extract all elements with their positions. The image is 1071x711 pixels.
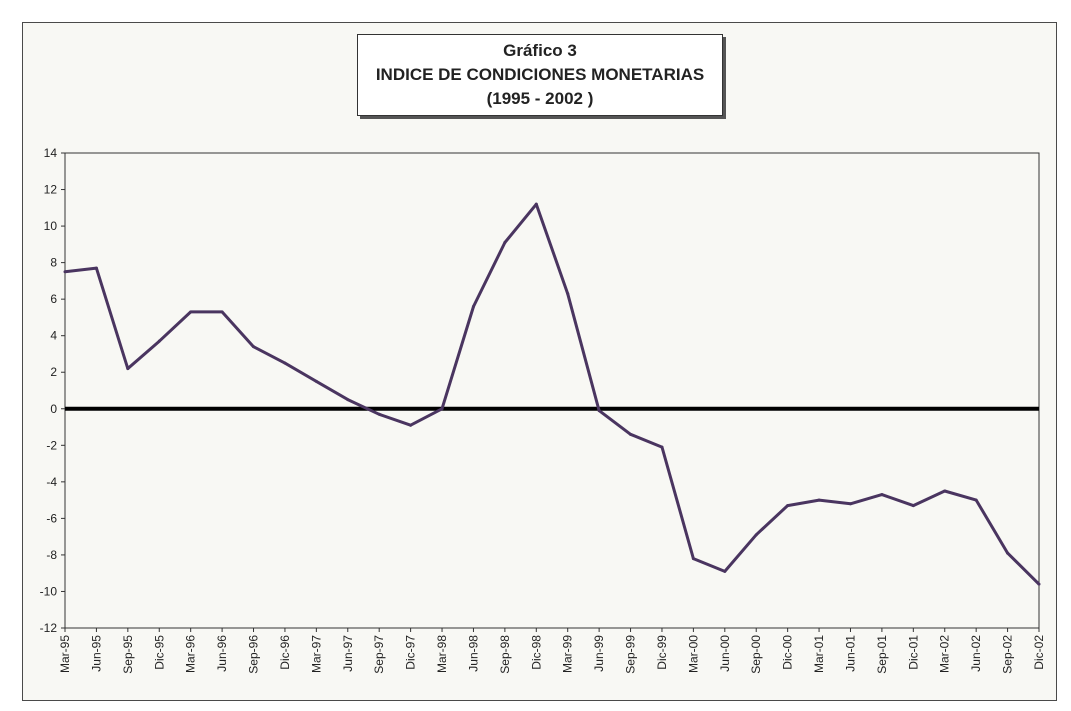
data-point: [1006, 551, 1010, 555]
y-tick-label: 0: [50, 402, 57, 416]
chart-period: (1995 - 2002 ): [486, 89, 594, 108]
y-tick-label: 2: [50, 365, 57, 379]
x-tick-label: Sep-98: [498, 635, 512, 674]
data-point: [848, 502, 852, 506]
x-tick-label: Mar-02: [938, 635, 952, 673]
y-tick-label: 12: [44, 183, 58, 197]
data-point: [314, 379, 318, 383]
data-point: [94, 266, 98, 270]
data-point: [1037, 582, 1041, 586]
x-tick-label: Jun-00: [718, 635, 732, 672]
x-tick-label: Mar-97: [309, 635, 323, 673]
data-point: [974, 498, 978, 502]
x-tick-label: Mar-98: [435, 635, 449, 673]
x-tick-label: Jun-01: [843, 635, 857, 672]
x-tick-label: Jun-02: [969, 635, 983, 672]
data-point: [754, 533, 758, 537]
x-tick-label: Dic-96: [278, 635, 292, 670]
x-tick-label: Mar-99: [561, 635, 575, 673]
y-tick-label: -4: [46, 475, 57, 489]
y-tick-label: 8: [50, 256, 57, 270]
x-tick-label: Dic-02: [1032, 635, 1046, 670]
x-tick-label: Jun-98: [466, 635, 480, 672]
x-tick-label: Sep-99: [624, 635, 638, 674]
y-tick-label: -10: [40, 584, 58, 598]
data-point: [409, 423, 413, 427]
data-point: [377, 412, 381, 416]
x-tick-label: Jun-97: [341, 635, 355, 672]
data-point: [252, 345, 256, 349]
x-tick-label: Jun-96: [215, 635, 229, 672]
x-tick-label: Dic-00: [781, 635, 795, 670]
data-point: [817, 498, 821, 502]
y-tick-label: 14: [44, 146, 58, 160]
x-tick-label: Mar-96: [184, 635, 198, 673]
data-point: [283, 361, 287, 365]
y-tick-label: -12: [40, 621, 58, 635]
y-tick-label: -2: [46, 438, 57, 452]
chart-title: Gráfico 3: [503, 41, 577, 60]
data-point: [440, 407, 444, 411]
y-tick-label: 6: [50, 292, 57, 306]
data-point: [660, 445, 664, 449]
data-point: [63, 270, 67, 274]
data-point: [189, 310, 193, 314]
x-tick-label: Sep-97: [372, 635, 386, 674]
data-point: [880, 493, 884, 497]
x-tick-label: Mar-95: [58, 635, 72, 673]
x-tick-label: Dic-99: [655, 635, 669, 670]
data-point: [786, 504, 790, 508]
x-tick-label: Dic-01: [906, 635, 920, 670]
data-point: [534, 202, 538, 206]
x-tick-label: Jun-95: [89, 635, 103, 672]
data-point: [471, 304, 475, 308]
x-tick-label: Sep-95: [121, 635, 135, 674]
x-tick-label: Dic-97: [404, 635, 418, 670]
x-tick-label: Mar-00: [686, 635, 700, 673]
y-tick-label: 4: [50, 329, 57, 343]
data-point: [911, 504, 915, 508]
series-line: [64, 202, 1041, 586]
chart-title-box: Gráfico 3 INDICE DE CONDICIONES MONETARI…: [357, 34, 723, 116]
data-point: [691, 557, 695, 561]
data-point: [566, 292, 570, 296]
data-point: [126, 367, 130, 371]
data-point: [723, 569, 727, 573]
data-point: [346, 398, 350, 402]
y-tick-label: 10: [44, 219, 58, 233]
data-point: [503, 241, 507, 245]
data-point: [629, 432, 633, 436]
x-tick-label: Sep-00: [749, 635, 763, 674]
y-tick-label: -8: [46, 548, 57, 562]
x-tick-label: Sep-02: [1001, 635, 1015, 674]
data-point: [157, 339, 161, 343]
x-tick-label: Dic-98: [529, 635, 543, 670]
x-tick-label: Mar-01: [812, 635, 826, 673]
x-tick-label: Dic-95: [152, 635, 166, 670]
y-tick-label: -6: [46, 511, 57, 525]
plot-area: [64, 152, 1040, 629]
x-tick-label: Sep-01: [875, 635, 889, 674]
data-point: [943, 489, 947, 493]
data-point: [597, 409, 601, 413]
x-tick-label: Jun-99: [592, 635, 606, 672]
chart-subtitle: INDICE DE CONDICIONES MONETARIAS: [375, 65, 705, 84]
x-tick-label: Sep-96: [247, 635, 261, 674]
data-point: [220, 310, 224, 314]
